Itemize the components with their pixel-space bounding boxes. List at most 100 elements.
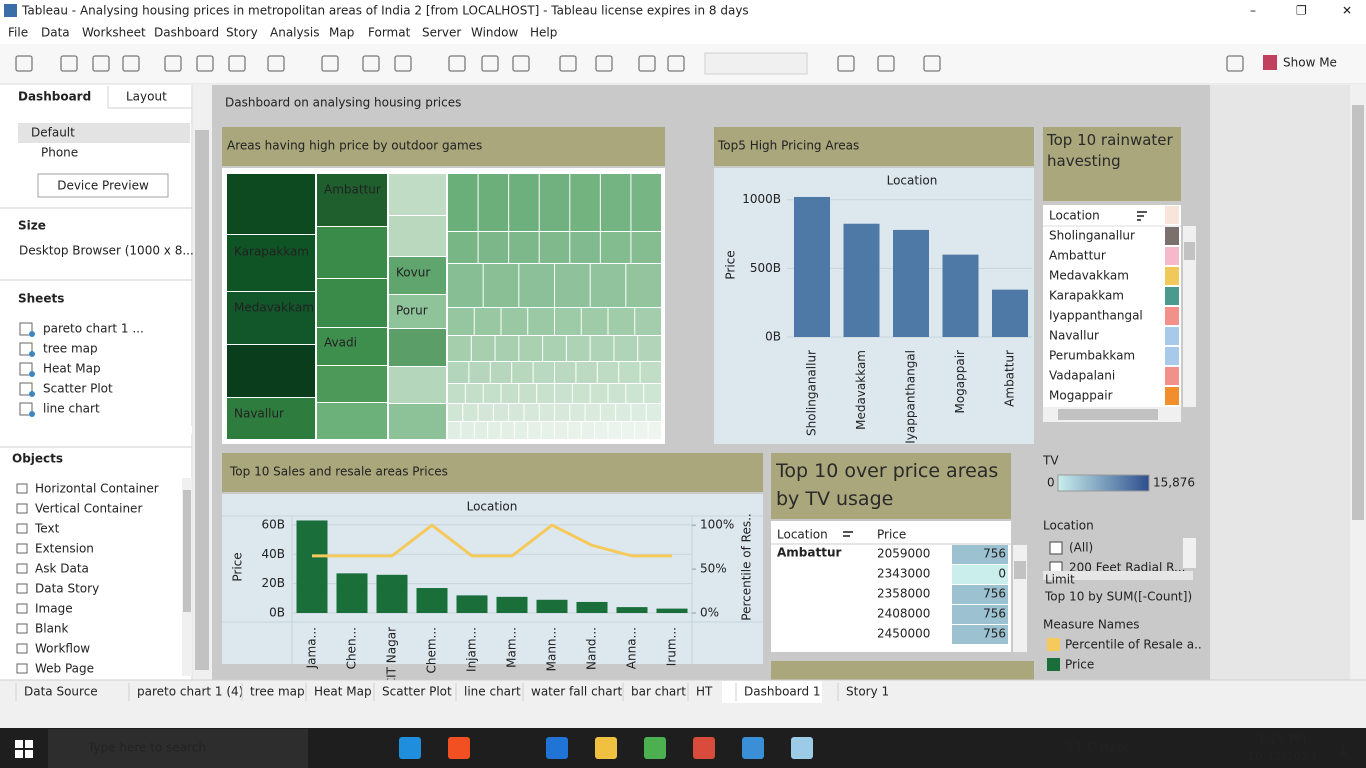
object-item[interactable]: Web Page (35, 662, 94, 676)
y-tick-label: 500B (750, 261, 781, 275)
device-preview-label[interactable]: Device Preview (57, 179, 149, 193)
device-option[interactable]: Default (31, 126, 75, 140)
panel-tab[interactable]: Layout (126, 90, 167, 104)
object-item[interactable]: Data Story (35, 582, 99, 596)
toolbar-icon[interactable] (394, 55, 412, 72)
object-item[interactable]: Horizontal Container (35, 482, 159, 496)
scroll-thumb (1014, 561, 1026, 579)
device-option[interactable]: Phone (41, 146, 78, 160)
menu-item[interactable]: Window (471, 26, 519, 40)
menu-item[interactable]: Dashboard (154, 26, 219, 40)
window-control[interactable]: – (1250, 4, 1256, 18)
x-tick-label: Chen... (345, 627, 359, 669)
menu-item[interactable]: Story (226, 26, 258, 40)
legend-entry[interactable]: Medavakkam (1049, 269, 1129, 283)
menu-item[interactable]: Server (422, 26, 461, 40)
sheet-tab[interactable]: line chart (464, 685, 521, 699)
sheet-item[interactable]: pareto chart 1 ... (43, 322, 144, 336)
toolbar-icon[interactable] (667, 55, 685, 72)
toolbar-icon[interactable] (559, 55, 577, 72)
treemap-tile (474, 308, 501, 335)
section-heading: Sheets (18, 292, 64, 306)
toolbar-icon[interactable] (877, 55, 895, 72)
toolbar-icon[interactable] (481, 55, 499, 72)
legend-entry[interactable]: Ambattur (1049, 249, 1106, 263)
toolbar-icon[interactable] (164, 55, 182, 72)
sheet-item[interactable]: tree map (43, 342, 98, 356)
menu-item[interactable]: Format (368, 26, 411, 40)
filter-option[interactable]: (All) (1069, 541, 1093, 555)
menu-item[interactable]: Analysis (270, 26, 319, 40)
sheet-tab[interactable]: water fall chart (531, 685, 623, 699)
toolbar-icon[interactable] (122, 55, 140, 72)
toolbar-icon[interactable] (923, 55, 941, 72)
treemap-tile (539, 404, 554, 421)
toolbar-icon[interactable] (92, 55, 110, 72)
sheet-tab[interactable]: bar chart (631, 685, 686, 699)
toolbar-icon[interactable] (638, 55, 656, 72)
legend-entry[interactable]: Iyappanthangal (1049, 309, 1143, 323)
object-item[interactable]: Extension (35, 542, 94, 556)
toolbar-icon[interactable] (60, 55, 78, 72)
title-bar (0, 0, 1366, 22)
toolbar-icon[interactable] (228, 55, 246, 72)
sheet-item[interactable]: Heat Map (43, 362, 101, 376)
sheet-title: Top5 High Pricing Areas (717, 139, 859, 153)
legend-entry[interactable]: Perumbakkam (1049, 349, 1135, 363)
sheet-tab[interactable]: Story 1 (846, 685, 889, 699)
toolbar-icon[interactable] (595, 55, 613, 72)
legend-entry[interactable]: Sholinganallur (1049, 229, 1135, 243)
toolbar-icon[interactable] (321, 55, 339, 72)
toolbar-icon[interactable] (512, 55, 530, 72)
toolbar-icon[interactable] (15, 55, 33, 72)
search-placeholder[interactable]: Type here to search (87, 741, 206, 755)
legend-entry[interactable]: Navallur (1049, 329, 1099, 343)
menu-item[interactable]: Data (41, 26, 70, 40)
sheet-tab[interactable]: pareto chart 1 (4) (137, 685, 243, 699)
menu-item[interactable]: Help (530, 26, 557, 40)
legend-entry[interactable]: Karapakkam (1049, 289, 1124, 303)
window-control[interactable]: ❐ (1296, 4, 1307, 18)
toolbar-icon[interactable] (1226, 55, 1244, 72)
treemap-tile (595, 422, 608, 439)
menu-item[interactable]: File (8, 26, 28, 40)
object-item[interactable]: Text (34, 522, 60, 536)
object-item[interactable]: Image (35, 602, 73, 616)
legend-entry[interactable]: Mogappair (1049, 389, 1113, 403)
legend-entry[interactable]: Vadapalani (1049, 369, 1115, 383)
column-header: Price (877, 528, 906, 542)
sheet-item[interactable]: line chart (43, 402, 100, 416)
show-me-button[interactable]: Show Me (1283, 56, 1337, 70)
toolbar-icon[interactable] (362, 55, 380, 72)
treemap-tile (448, 308, 474, 335)
treemap-tile (648, 422, 661, 439)
sheet-tab[interactable]: Heat Map (314, 685, 372, 699)
legend-swatch (1165, 387, 1179, 405)
toolbar-icon[interactable] (448, 55, 466, 72)
menu-item[interactable]: Worksheet (82, 26, 146, 40)
sheet-tab[interactable]: Scatter Plot (382, 685, 452, 699)
treemap-tile (539, 232, 570, 263)
object-item[interactable]: Workflow (35, 642, 90, 656)
size-dropdown[interactable]: Desktop Browser (1000 x 8... (19, 244, 194, 258)
sheet-tab[interactable]: Data Source (24, 685, 98, 699)
sheet-tab[interactable]: tree map (250, 685, 305, 699)
line-series (312, 523, 672, 558)
treemap-tile (389, 174, 446, 215)
treemap-tile (631, 174, 661, 231)
sheet-tab[interactable]: Dashboard 1 (744, 685, 821, 699)
sheet-item[interactable]: Scatter Plot (43, 382, 113, 396)
toolbar-icon[interactable] (196, 55, 214, 72)
panel-tab[interactable]: Dashboard (18, 90, 91, 104)
object-item[interactable]: Ask Data (35, 562, 89, 576)
menu-item[interactable]: Map (329, 26, 354, 40)
toolbar-icon[interactable] (267, 55, 285, 72)
y2-axis-title: Percentile of Res.. (740, 513, 754, 620)
scroll-thumb (1184, 242, 1195, 260)
toolbar-icon[interactable] (837, 55, 855, 72)
sheet-tab[interactable]: HT (696, 685, 713, 699)
object-item[interactable]: Vertical Container (35, 502, 142, 516)
sheet-title-bar (222, 127, 665, 166)
object-item[interactable]: Blank (35, 622, 69, 636)
window-control[interactable]: ✕ (1342, 4, 1352, 18)
